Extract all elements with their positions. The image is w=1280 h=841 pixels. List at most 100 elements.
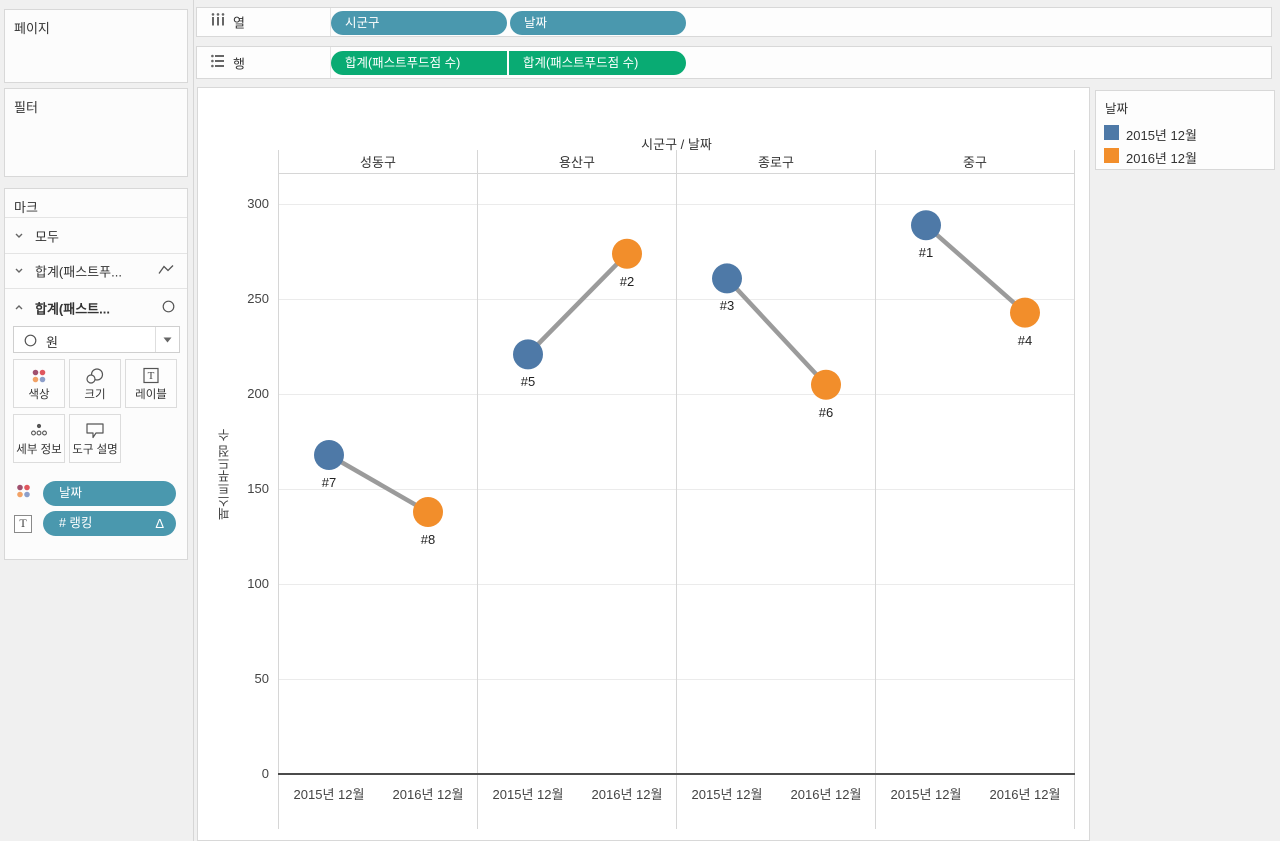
gridline bbox=[876, 584, 1074, 586]
panel-marks bbox=[911, 210, 1040, 328]
data-point-#7[interactable] bbox=[314, 440, 344, 471]
detail-button[interactable]: 세부 정보 bbox=[13, 414, 65, 463]
point-label-#6: #6 bbox=[818, 404, 834, 420]
sidebar-divider bbox=[193, 0, 194, 841]
gridline bbox=[876, 489, 1074, 491]
plot-area: #7 #8 #5 #2 #3 #6 #1 #4 bbox=[278, 174, 1075, 774]
chart-title: 시군구 / 날짜 bbox=[641, 137, 712, 152]
gridline bbox=[677, 489, 875, 491]
pill-sum-fastfood-2[interactable]: 합계(패스트푸드점 수) bbox=[509, 51, 686, 75]
color-button[interactable]: 색상 bbox=[13, 359, 65, 408]
x-tick-label: 2015년 12월 bbox=[890, 787, 962, 802]
color-icon bbox=[30, 367, 49, 391]
x-label-cell-성동구: 2015년 12월 2016년 12월 bbox=[279, 775, 478, 829]
point-label-#2: #2 bbox=[619, 273, 635, 289]
marks-layer-label: 합계(패스트... bbox=[35, 301, 110, 316]
gridline bbox=[876, 299, 1074, 301]
gridline bbox=[478, 299, 676, 301]
panel-marks bbox=[712, 263, 841, 400]
gridline bbox=[478, 204, 676, 206]
panel-용산구: #5 #2 bbox=[478, 174, 677, 774]
panel-성동구: #7 #8 bbox=[279, 174, 478, 774]
encoding-row-1: T # 랭킹 Δ bbox=[5, 511, 187, 536]
gridline bbox=[279, 584, 477, 586]
gridline bbox=[279, 489, 477, 491]
point-label-#7: #7 bbox=[321, 475, 337, 490]
gridline bbox=[677, 394, 875, 396]
gridline bbox=[478, 584, 676, 586]
gridline bbox=[876, 679, 1074, 681]
pages-shelf[interactable]: 페이지 bbox=[4, 9, 188, 83]
legend-title: 날짜 bbox=[1105, 102, 1129, 116]
x-label-cell-용산구: 2015년 12월 2016년 12월 bbox=[478, 775, 677, 829]
data-point-#4[interactable] bbox=[1010, 297, 1040, 328]
svg-text:T: T bbox=[148, 370, 155, 382]
x-tick-label: 2015년 12월 bbox=[691, 787, 763, 802]
size-button[interactable]: 크기 bbox=[69, 359, 121, 408]
gridline bbox=[876, 204, 1074, 206]
connector-line bbox=[725, 276, 828, 387]
x-tick-label: 2015년 12월 bbox=[293, 787, 365, 802]
encoding-pill-label: 날짜 bbox=[59, 486, 83, 500]
point-label-#3: #3 bbox=[719, 298, 735, 314]
gridline bbox=[677, 679, 875, 681]
gridline bbox=[279, 299, 477, 301]
chevron-down-icon[interactable] bbox=[14, 264, 24, 279]
connector-line bbox=[526, 252, 629, 356]
marks-layer-0[interactable]: 모두 bbox=[5, 217, 187, 253]
panel-header-용산구: 용산구 bbox=[478, 150, 677, 173]
panel-marks bbox=[314, 440, 443, 527]
chevron-up-icon[interactable] bbox=[14, 300, 24, 315]
encoding-pill-label: # 랭킹 bbox=[59, 516, 93, 530]
mark-type-dropdown[interactable]: 원 bbox=[13, 326, 180, 353]
tooltip-button[interactable]: 도구 설명 bbox=[69, 414, 121, 463]
gridline bbox=[478, 394, 676, 396]
y-tick-200: 200 bbox=[247, 386, 269, 402]
marks-layer-label: 모두 bbox=[35, 229, 59, 244]
legend-swatch bbox=[1104, 125, 1119, 140]
filters-shelf[interactable]: 필터 bbox=[4, 88, 188, 177]
data-point-#3[interactable] bbox=[712, 263, 742, 294]
panel-header-종로구: 종로구 bbox=[677, 150, 876, 173]
x-tick-label: 2016년 12월 bbox=[790, 787, 862, 802]
line-mark-icon bbox=[158, 264, 175, 279]
gridline bbox=[876, 394, 1074, 396]
circle-mark-icon bbox=[162, 300, 175, 316]
panel-marks bbox=[513, 238, 642, 370]
connector-line bbox=[924, 223, 1027, 315]
marks-layer-1[interactable]: 합계(패스트푸... bbox=[5, 253, 187, 288]
encoding-pill[interactable]: 날짜 bbox=[43, 481, 176, 506]
columns-icon bbox=[210, 12, 226, 32]
chevron-down-icon[interactable] bbox=[14, 228, 24, 243]
columns-shelf: 열 시군구 날짜 bbox=[196, 7, 1272, 37]
dropdown-caret-icon[interactable] bbox=[155, 327, 179, 352]
marks-layer-2[interactable]: 합계(패스트... bbox=[5, 288, 187, 326]
pill-sigungu[interactable]: 시군구 bbox=[331, 11, 507, 35]
rows-shelf: 행 합계(패스트푸드점 수) 합계(패스트푸드점 수) bbox=[196, 46, 1272, 79]
rows-shelf-label: 행 bbox=[233, 56, 245, 71]
pill-date[interactable]: 날짜 bbox=[510, 11, 686, 35]
encoding-pill[interactable]: # 랭킹 Δ bbox=[43, 511, 176, 536]
pill-sum-fastfood-1[interactable]: 합계(패스트푸드점 수) bbox=[331, 51, 507, 75]
columns-shelf-label: 열 bbox=[233, 15, 245, 31]
y-tick-250: 250 bbox=[247, 291, 269, 307]
legend-item-0[interactable]: 2015년 12월 bbox=[1096, 122, 1274, 144]
data-point-#6[interactable] bbox=[811, 369, 841, 400]
rows-icon bbox=[210, 53, 226, 73]
tooltip-button-label: 도구 설명 bbox=[72, 444, 118, 456]
x-tick-label: 2016년 12월 bbox=[591, 787, 663, 802]
x-label-cell-종로구: 2015년 12월 2016년 12월 bbox=[677, 775, 876, 829]
color-button-label: 색상 bbox=[28, 389, 50, 401]
data-point-#8[interactable] bbox=[413, 496, 443, 527]
connector-line bbox=[327, 453, 430, 514]
data-point-#1[interactable] bbox=[911, 210, 941, 241]
legend-item-1[interactable]: 2016년 12월 bbox=[1096, 145, 1274, 167]
data-point-#2[interactable] bbox=[612, 238, 642, 269]
gridline bbox=[478, 679, 676, 681]
panel-중구: #1 #4 bbox=[876, 174, 1075, 774]
x-axis-labels: 2015년 12월 2016년 12월 2015년 12월 2016년 12월 2015… bbox=[278, 775, 1075, 829]
gridline bbox=[279, 394, 477, 396]
label-button[interactable]: T 레이블 bbox=[125, 359, 177, 408]
data-point-#5[interactable] bbox=[513, 339, 543, 370]
gridline bbox=[677, 204, 875, 206]
